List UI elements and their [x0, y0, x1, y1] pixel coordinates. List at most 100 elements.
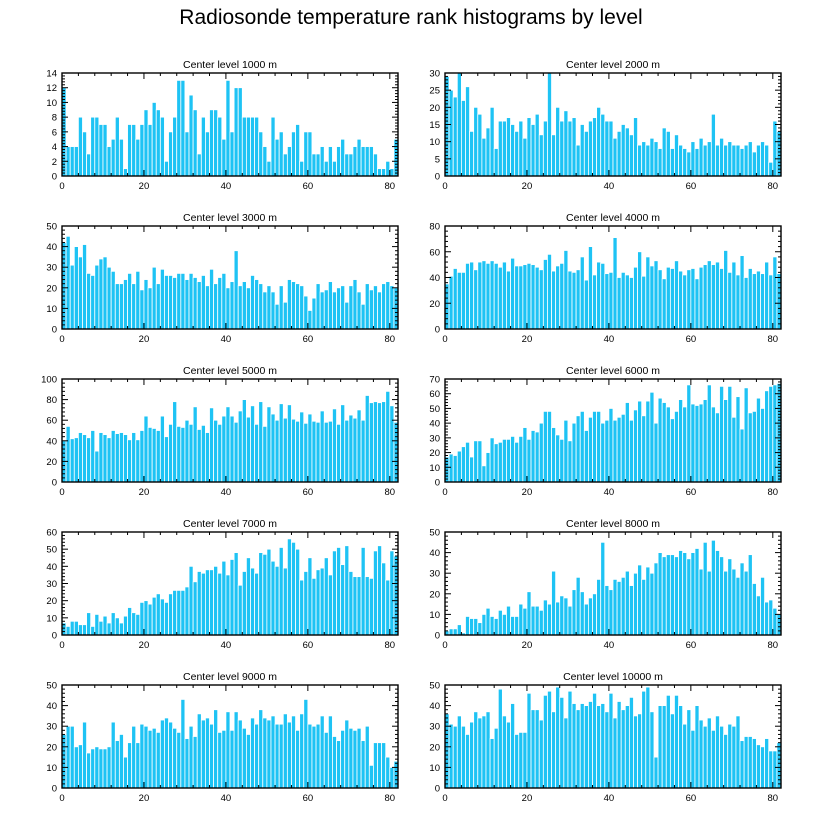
histogram-bar [485, 607, 491, 636]
x-tick-label: 60 [686, 793, 697, 804]
histogram-bar [139, 124, 145, 177]
histogram-bar [555, 265, 561, 330]
histogram-bar [547, 253, 552, 330]
histogram-panel: Center level 5000 m 0 20 40 60 80 100 0 20 40 60 80 [41, 365, 399, 498]
histogram-bar [596, 410, 602, 483]
histogram-bar [389, 285, 395, 330]
y-tick-label: 2 [52, 157, 57, 168]
histogram-bar [661, 127, 667, 177]
histogram-bar [481, 614, 487, 636]
histogram-bar [743, 277, 749, 330]
histogram-bar [332, 291, 337, 330]
histogram-bar [180, 699, 186, 789]
histogram-bar [274, 138, 280, 177]
histogram-bar [542, 599, 548, 636]
histogram-bar [385, 756, 391, 789]
histogram-panel: Center level 4000 m 0 20 40 60 80 0 20 40 60 80 [429, 212, 782, 345]
x-tick-label: 40 [221, 334, 232, 345]
histogram-bar [710, 729, 716, 789]
histogram-bar [319, 146, 325, 177]
histogram-bar [164, 601, 169, 636]
histogram-bar [514, 130, 520, 177]
histogram-bar [213, 419, 219, 483]
histogram-bar [547, 410, 552, 483]
histogram-bar [477, 622, 483, 636]
histogram-bar [460, 271, 466, 330]
histogram-bar [641, 690, 647, 789]
figure-title: Radiosonde temperature rank histograms b… [179, 6, 643, 29]
histogram-bar [147, 124, 153, 177]
histogram-bar [250, 717, 255, 789]
histogram-bar [633, 715, 638, 789]
histogram-bar [245, 557, 251, 636]
histogram-bar [233, 250, 239, 330]
histogram-bar [645, 144, 651, 177]
histogram-bar [192, 277, 198, 330]
histogram-bar [563, 110, 569, 177]
histogram-bar [262, 291, 268, 330]
histogram-bar [616, 416, 622, 483]
histogram-bar [493, 618, 499, 636]
histogram-panel: Center level 2000 m 0 5 10 15 20 25 30 0 20 40 60 80 [429, 59, 782, 192]
histogram-bar [180, 79, 186, 177]
histogram-bar [254, 723, 260, 789]
histogram-bar [542, 694, 548, 789]
y-tick-label: 30 [46, 579, 57, 590]
histogram-bar [327, 574, 333, 636]
histogram-bar [637, 400, 643, 483]
histogram-bar [319, 715, 325, 789]
histogram-bar [303, 699, 309, 789]
y-tick-label: 20 [429, 299, 440, 310]
x-tick-label: 80 [768, 793, 779, 804]
histogram-bar [690, 268, 696, 330]
panel-frame [61, 72, 399, 177]
histogram-bar [303, 131, 309, 177]
y-tick-label: 20 [46, 457, 57, 468]
histogram-bar [295, 548, 301, 636]
histogram-panel: Center level 3000 m 0 10 20 30 40 50 0 20 40 60 80 [46, 212, 399, 345]
histogram-bar [77, 432, 83, 483]
histogram-bar [715, 261, 720, 330]
x-tick-label: 40 [221, 640, 232, 651]
histogram-bar [604, 273, 610, 330]
histogram-bar [205, 131, 210, 177]
histogram-bar [323, 289, 329, 330]
histogram-bar [592, 410, 598, 483]
histogram-bar [768, 385, 774, 483]
histogram-bar [188, 94, 194, 177]
histogram-bar [633, 117, 638, 177]
histogram-bar [184, 419, 190, 483]
histogram-bar [510, 257, 516, 330]
histogram-bar [641, 578, 647, 636]
histogram-bar [282, 153, 288, 177]
histogram-bar [176, 731, 182, 789]
histogram-bar [706, 717, 712, 789]
histogram-bar [727, 141, 733, 177]
histogram-bar [164, 275, 169, 330]
histogram-bar [123, 615, 128, 636]
histogram-bar [364, 146, 370, 177]
histogram-bar [551, 711, 557, 789]
y-tick-label: 40 [429, 419, 440, 430]
histogram-bar [340, 729, 346, 789]
histogram-bar [633, 572, 638, 636]
histogram-bar [522, 731, 528, 789]
histogram-bar [319, 567, 325, 636]
x-tick-label: 40 [604, 793, 615, 804]
y-tick-label: 20 [46, 596, 57, 607]
histogram-bar [469, 261, 475, 330]
histogram-bar [102, 748, 108, 789]
histogram-bar [690, 729, 696, 789]
histogram-bar [501, 438, 507, 483]
histogram-bar [118, 283, 124, 330]
histogram-bar [575, 576, 581, 636]
histogram-bar [506, 270, 511, 330]
histogram-bar [583, 430, 589, 483]
histogram-bar [698, 137, 704, 177]
histogram-bar [327, 146, 333, 177]
histogram-bar [377, 168, 383, 177]
histogram-bar [682, 406, 688, 483]
histogram-bar [501, 120, 507, 177]
histogram-bar [448, 723, 454, 789]
histogram-bar [497, 266, 503, 330]
